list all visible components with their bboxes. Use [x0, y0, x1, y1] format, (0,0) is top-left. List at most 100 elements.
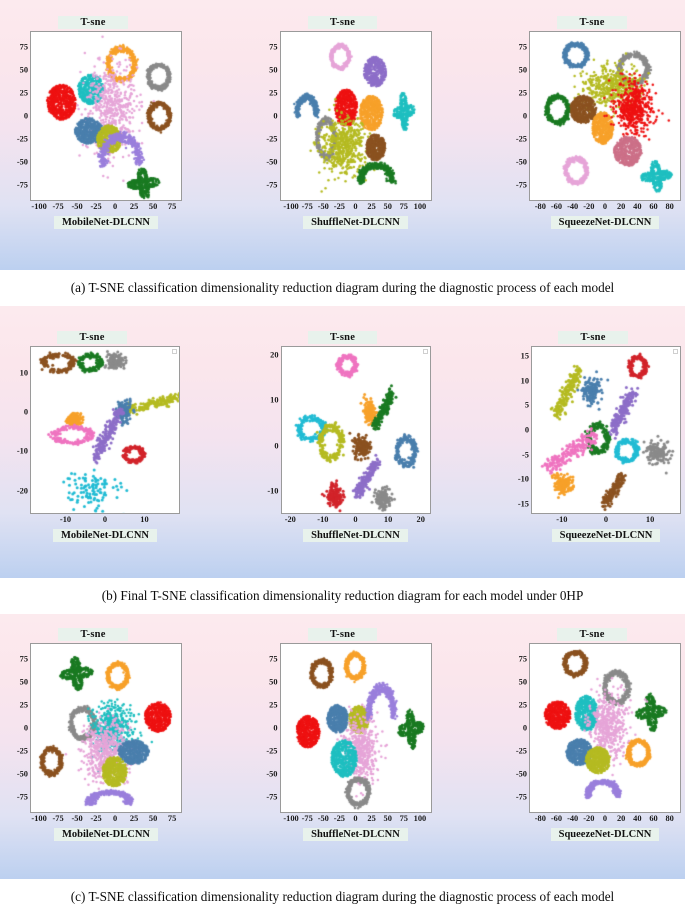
y-axis-tick-label: -25 [515, 134, 527, 144]
plot-unit-a-1: T-sne 75 50 25 0 -25 -50 -75 -100 -75 -50 -25 0 25 5… [4, 16, 182, 229]
ytick-col-c-2: 75 50 25 0 -25 -50 -75 [254, 643, 280, 813]
subfigure-a: T-sne 75 50 25 0 -25 -50 -75 -100 -75 -50 -25 0 25 5… [0, 0, 685, 306]
y-axis-tick-label: -75 [266, 180, 278, 190]
y-axis-tick-label: 0 [524, 425, 529, 435]
x-axis-tick-label: 75 [167, 814, 177, 823]
axes-a-2: 75 50 25 0 -25 -50 -75 [254, 31, 432, 201]
x-axis-tick-label: 20 [416, 515, 425, 524]
y-axis-tick-label: -25 [16, 134, 28, 144]
plotbox-a-3[interactable] [529, 31, 681, 201]
y-axis-tick-label: 0 [23, 723, 28, 733]
plotbox-b-3[interactable] [531, 346, 681, 514]
y-axis-tick-label: 75 [269, 42, 278, 52]
tsne-title-b-2: T-sne [307, 331, 378, 344]
x-axis-tick-label: -100 [31, 814, 47, 823]
x-axis-tick-label: 75 [167, 202, 177, 211]
model-label-c-1: MobileNet-DLCNN [53, 828, 159, 841]
y-axis-tick-label: 25 [518, 88, 527, 98]
xtick-row-c-3: -80 -60 -40 -20 0 20 40 60 80 [529, 813, 681, 826]
y-axis-tick-label: 75 [19, 42, 28, 52]
x-axis-tick-label: 40 [633, 814, 642, 823]
y-axis-tick-label: -50 [266, 157, 278, 167]
x-axis-tick-label: 50 [383, 814, 392, 823]
x-axis-tick-label: 75 [399, 814, 408, 823]
y-axis-tick-label: 25 [518, 700, 527, 710]
subfigure-a-plot-band: T-sne 75 50 25 0 -25 -50 -75 -100 -75 -50 -25 0 25 5… [0, 0, 685, 270]
x-axis-tick-label: -25 [333, 814, 345, 823]
x-axis-tick-label: -75 [301, 814, 313, 823]
ytick-col-a-3: 75 50 25 0 -25 -50 -75 [503, 31, 529, 201]
scatter-canvas-c-1 [31, 644, 181, 812]
y-axis-tick-label: 20 [270, 350, 279, 360]
y-axis-tick-label: 75 [19, 654, 28, 664]
plotbox-c-3[interactable] [529, 643, 681, 813]
y-axis-tick-label: -50 [16, 769, 28, 779]
plot-unit-c-3: T-sne 75 50 25 0 -25 -50 -75 -80 -60 -40 -20 0 20 40… [503, 628, 681, 841]
plot-unit-c-2: T-sne 75 50 25 0 -25 -50 -75 -100 -75 -50 -25 0 25 5… [254, 628, 432, 841]
axes-c-2: 75 50 25 0 -25 -50 -75 [254, 643, 432, 813]
plotbox-b-2[interactable] [280, 346, 431, 514]
x-axis-tick-label: -25 [90, 202, 102, 211]
x-axis-tick-label: 50 [148, 814, 158, 823]
xtick-row-c-1: -100 -75 -50 -25 0 25 50 75 [30, 813, 182, 826]
scatter-canvas-a-2 [280, 32, 431, 200]
x-axis-tick-label: 60 [649, 814, 658, 823]
y-axis-tick-label: 50 [19, 65, 28, 75]
y-axis-tick-label: 75 [518, 42, 527, 52]
x-axis-tick-label: -80 [534, 814, 546, 823]
x-axis-tick-label: 80 [665, 202, 674, 211]
y-axis-tick-label: 15 [520, 351, 529, 361]
x-axis-tick-label: 0 [113, 814, 118, 823]
plot-unit-b-2: T-sne 20 10 0 -10 -20 -10 0 10 20 ShuffleNet-DL… [255, 331, 431, 542]
caption-band-c: (c) T-SNE classification dimensionality … [0, 879, 685, 915]
y-axis-tick-label: 25 [19, 700, 28, 710]
x-axis-tick-label: -40 [567, 202, 579, 211]
plotbox-a-2[interactable] [279, 31, 432, 201]
y-axis-tick-label: 5 [524, 400, 529, 410]
y-axis-tick-label: 50 [19, 677, 28, 687]
y-axis-tick-label: -50 [515, 769, 527, 779]
y-axis-tick-label: -10 [517, 474, 529, 484]
xtick-row-c-2: -100 -75 -50 -25 0 25 50 75 100 [280, 813, 432, 826]
y-axis-tick-label: -10 [16, 446, 28, 456]
tsne-title-c-3: T-sne [557, 628, 627, 641]
x-axis-tick-label: 50 [383, 202, 392, 211]
axes-b-2: 20 10 0 -10 [255, 346, 431, 514]
y-axis-tick-label: -25 [16, 746, 28, 756]
axes-a-3: 75 50 25 0 -25 -50 -75 [503, 31, 681, 201]
y-axis-tick-label: 10 [270, 395, 279, 405]
x-axis-tick-label: 25 [129, 202, 139, 211]
x-axis-tick-label: 0 [603, 515, 609, 524]
plot-unit-a-3: T-sne 75 50 25 0 -25 -50 -75 -80 -60 -40 -20 0 20 40… [503, 16, 681, 229]
x-axis-tick-label: -10 [556, 515, 568, 524]
plotbox-c-1[interactable] [30, 643, 182, 813]
tsne-title-a-1: T-sne [58, 16, 128, 29]
xtick-row-a-3: -80 -60 -40 -20 0 20 40 60 80 [529, 201, 681, 214]
caption-band-b: (b) Final T-SNE classification dimension… [0, 578, 685, 614]
y-axis-tick-label: 0 [273, 723, 278, 733]
plotbox-a-1[interactable] [30, 31, 182, 201]
caption-b: (b) Final T-SNE classification dimension… [101, 588, 584, 603]
x-axis-tick-label: 0 [353, 515, 358, 524]
x-axis-tick-label: -60 [550, 814, 563, 823]
ytick-col-b-1: 10 0 -10 -20 [4, 346, 30, 514]
y-axis-tick-label: 0 [23, 111, 28, 121]
y-axis-tick-label: -50 [266, 769, 278, 779]
x-axis-tick-label: 20 [616, 202, 626, 211]
scatter-canvas-a-3 [530, 32, 680, 200]
plotbox-b-1[interactable] [30, 346, 180, 514]
y-axis-tick-label: -25 [515, 746, 527, 756]
y-axis-tick-label: -50 [515, 157, 527, 167]
x-axis-tick-label: 0 [602, 202, 608, 211]
scatter-canvas-a-1 [31, 32, 181, 200]
y-axis-tick-label: -50 [16, 157, 28, 167]
y-axis-tick-label: 25 [269, 700, 278, 710]
y-axis-tick-label: -5 [522, 450, 529, 460]
plotbox-c-2[interactable] [279, 643, 432, 813]
y-axis-tick-label: -75 [515, 792, 527, 802]
ytick-col-a-1: 75 50 25 0 -25 -50 -75 [4, 31, 30, 201]
x-axis-tick-label: -80 [534, 202, 546, 211]
xtick-row-b-2: -20 -10 0 10 20 [281, 514, 431, 527]
axes-c-1: 75 50 25 0 -25 -50 -75 [4, 643, 182, 813]
x-axis-tick-label: -20 [583, 814, 595, 823]
